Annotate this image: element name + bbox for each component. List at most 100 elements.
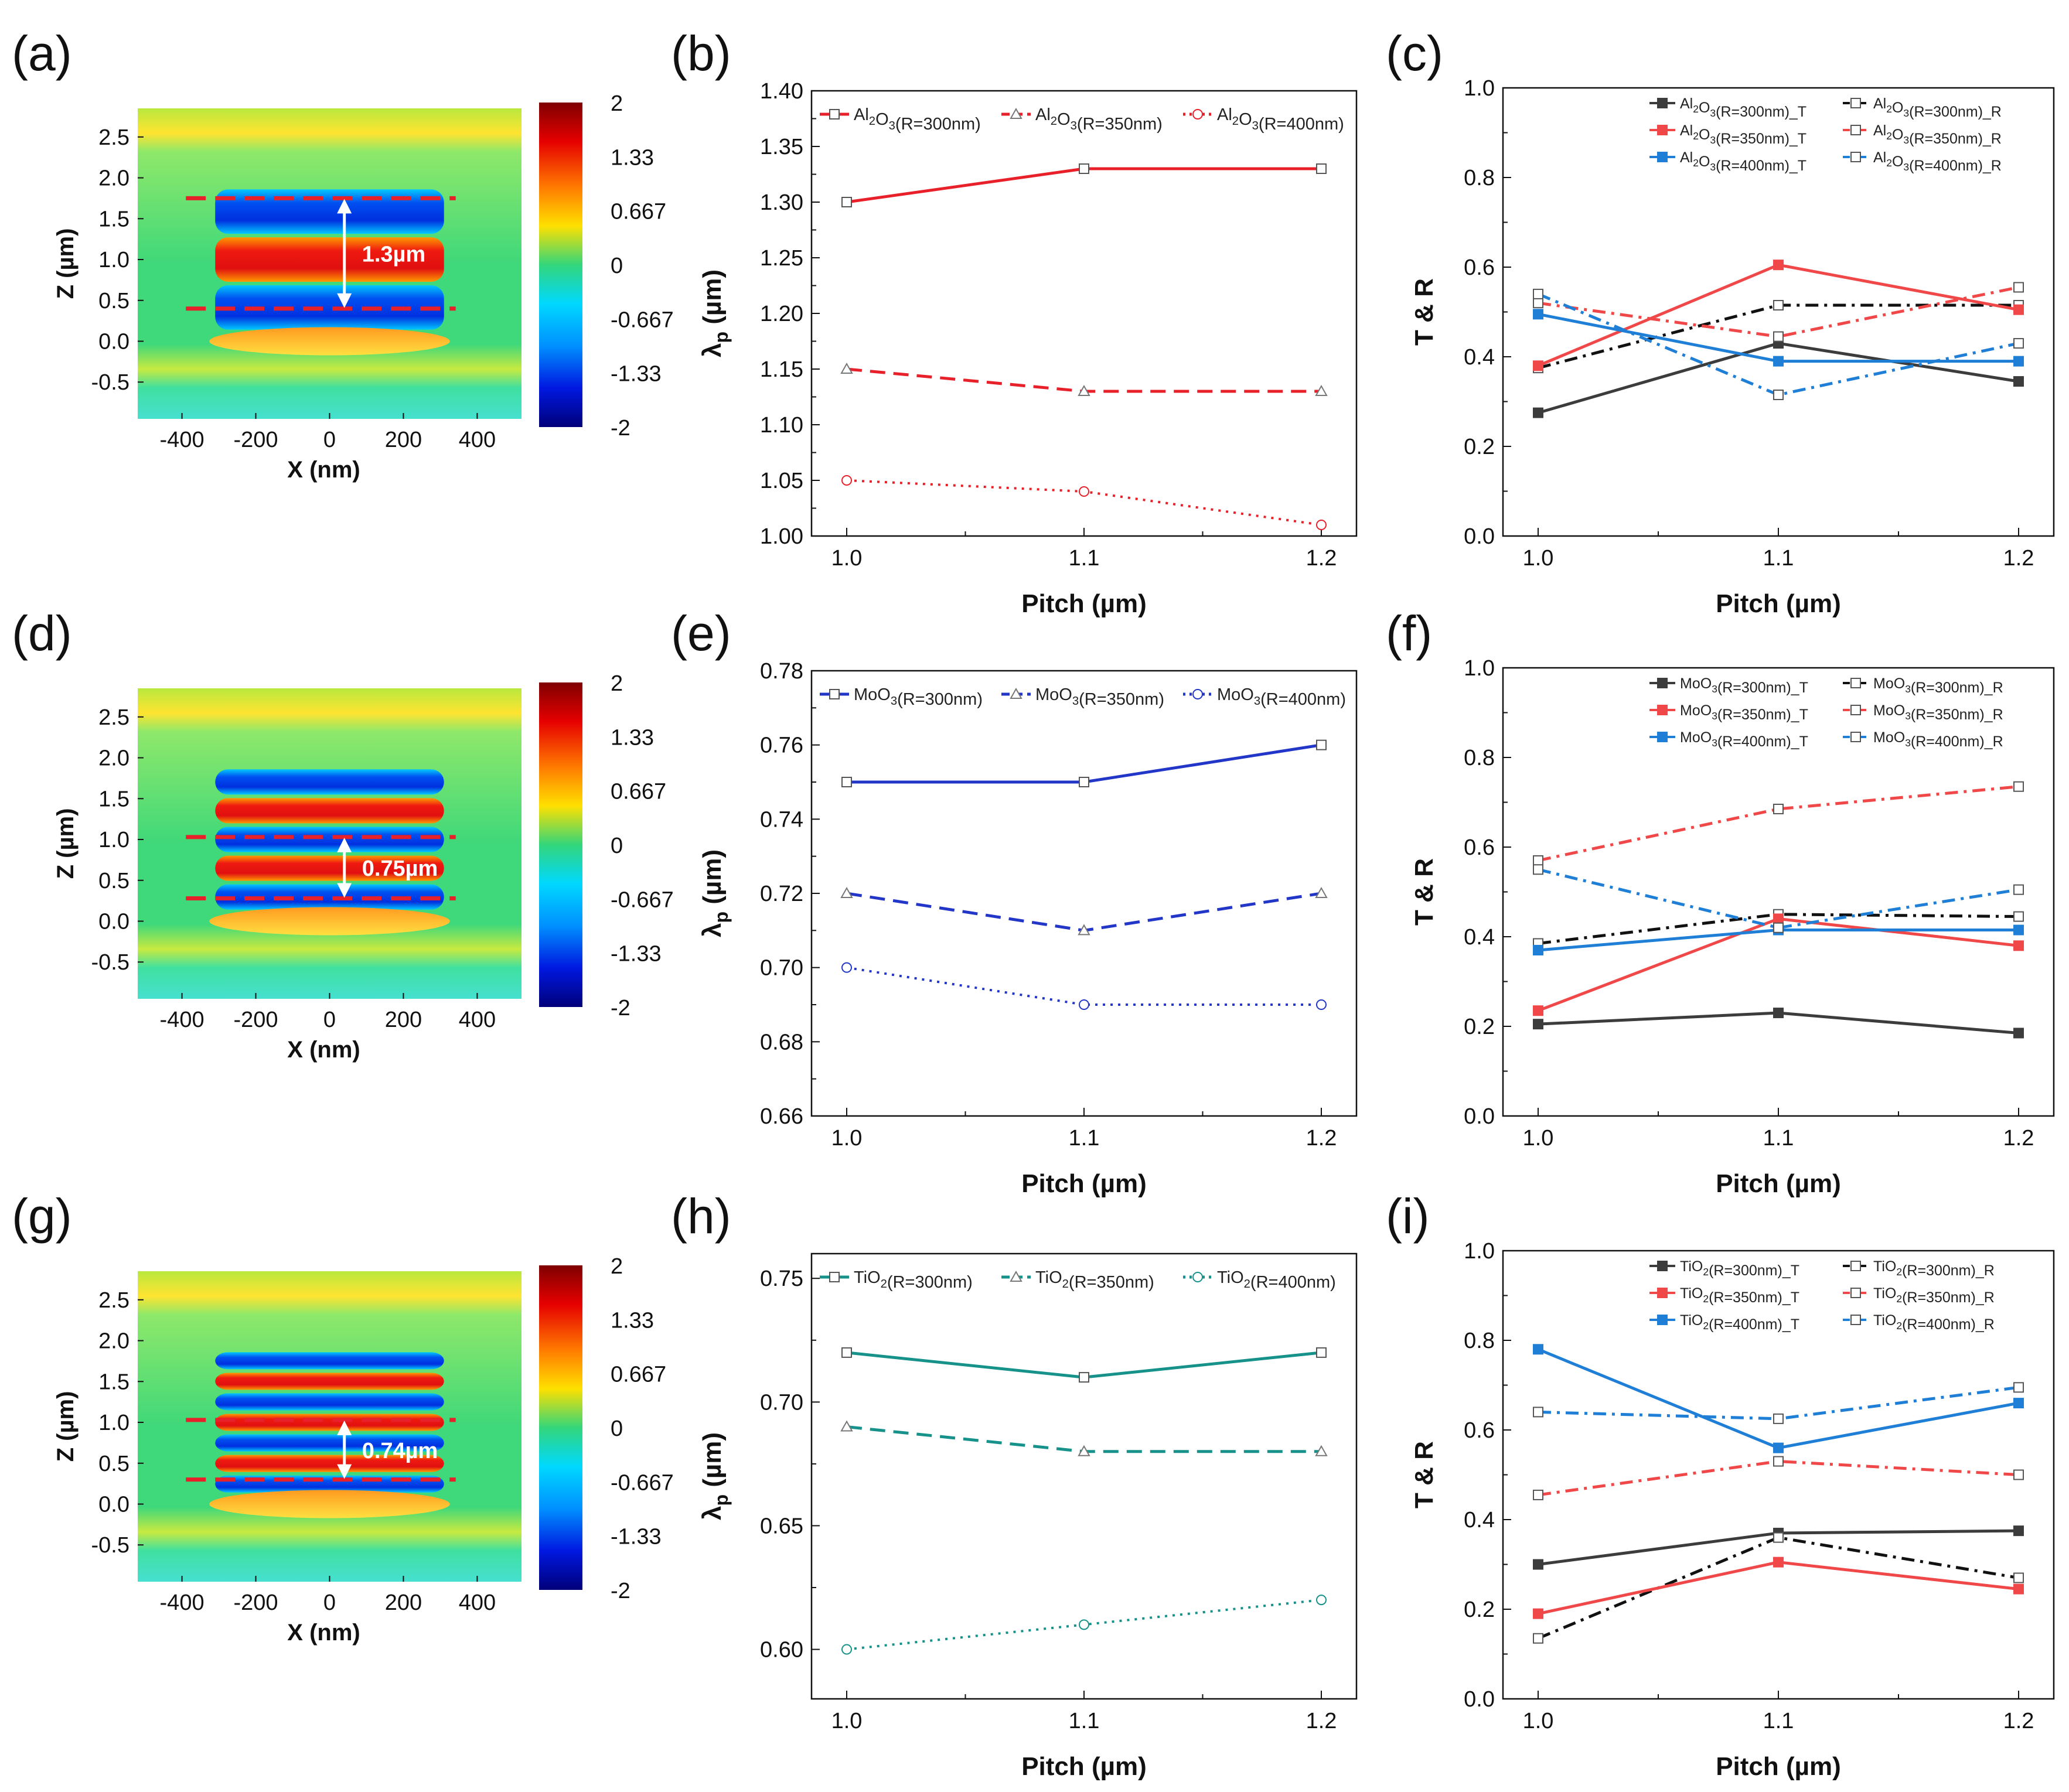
legend-item: Al2O3(R=300nm) (820, 105, 981, 134)
field-y-axis-label: Z (µm) (53, 228, 79, 299)
data-point (1773, 803, 1784, 814)
field-y-tick-label: 0.0 (98, 330, 129, 354)
field-y-tick-label: 0.0 (98, 1493, 129, 1517)
y-tick-label: 1.40 (760, 79, 803, 104)
field-x-tick-label: -200 (234, 1590, 278, 1615)
data-point (841, 962, 852, 973)
panel-letter: (i) (1386, 1189, 1430, 1244)
legend-marker (1850, 98, 1861, 108)
y-axis-label: λp (µm) (698, 269, 732, 357)
data-point (1316, 999, 1327, 1010)
field-x-tick-label: -400 (160, 1008, 204, 1032)
data-point (1773, 1532, 1784, 1543)
legend-marker (1657, 732, 1668, 742)
panel-letter: (h) (671, 1189, 731, 1244)
x-tick-label: 1.0 (1523, 1126, 1554, 1151)
y-tick-label: 1.0 (1464, 76, 1495, 101)
panel-letter: (d) (12, 606, 72, 661)
data-point (2013, 1382, 2024, 1393)
legend-item: Al2O3(R=400nm)_R (1843, 149, 2002, 174)
field-band-positive (215, 237, 444, 282)
legend-label: Al2O3(R=400nm) (1217, 105, 1344, 134)
legend-label: MoO3(R=300nm) (854, 685, 983, 709)
y-tick-label: 0.72 (760, 882, 803, 906)
x-tick-label: 1.0 (831, 1126, 863, 1151)
field-x-axis-label: X (nm) (287, 457, 360, 483)
data-point (1316, 520, 1327, 530)
colorbar-tick-label: 2 (611, 91, 623, 116)
data-point (840, 1420, 853, 1432)
series-line (1538, 785, 2019, 862)
field-band-negative (215, 285, 444, 330)
legend-label: MoO3(R=350nm)_T (1680, 702, 1808, 723)
legend-item: Al2O3(R=300nm)_T (1649, 95, 1806, 120)
series-4 (1533, 1344, 2024, 1453)
data-point (2013, 1028, 2024, 1039)
y-tick-label: 0.0 (1464, 524, 1495, 549)
y-axis-label: T & R (1410, 1441, 1439, 1508)
field-x-tick-label: 0 (323, 428, 336, 452)
data-point (1533, 864, 1543, 875)
data-point (1533, 944, 1543, 955)
colorbar-tick-label: -1.33 (611, 362, 662, 387)
x-tick-label: 1.2 (1306, 546, 1337, 571)
field-x-tick-label: -400 (160, 1590, 204, 1615)
field-band-positive (215, 855, 444, 881)
data-point (2013, 1398, 2024, 1409)
legend-marker (1850, 152, 1861, 162)
field-y-tick-label: -0.5 (91, 370, 129, 395)
colorbar (539, 1265, 582, 1590)
legend-label: MoO3(R=400nm)_T (1680, 729, 1808, 750)
legend-label: TiO2(R=300nm)_R (1873, 1258, 1995, 1279)
data-point (1316, 1595, 1327, 1606)
legend-marker (1657, 705, 1668, 715)
series-1 (840, 1420, 1328, 1456)
plot-frame (1502, 1250, 2055, 1700)
legend-label: TiO2(R=350nm)_R (1873, 1285, 1995, 1306)
legend-item: TiO2(R=300nm)_T (1649, 1258, 1799, 1279)
field-period-label: 0.75µm (362, 856, 438, 881)
field-x-axis-label: X (nm) (287, 1620, 360, 1646)
legend-item: MoO3(R=400nm) (1183, 685, 1346, 709)
data-point (1078, 384, 1090, 396)
field-base-cap (209, 327, 450, 356)
data-point (1533, 360, 1543, 371)
field-x-tick-label: 200 (385, 1008, 422, 1032)
x-axis-label: Pitch (µm) (1021, 1752, 1147, 1781)
field-x-tick-label: 400 (459, 1590, 496, 1615)
field-x-tick-label: -200 (234, 1008, 278, 1032)
y-tick-label: 1.20 (760, 302, 803, 326)
field-period-label: 0.74µm (362, 1439, 438, 1463)
field-x-tick-label: 0 (323, 1590, 336, 1615)
x-tick-label: 1.2 (2003, 1126, 2034, 1151)
legend-item: TiO2(R=350nm) (1001, 1268, 1154, 1292)
field-band-negative (215, 769, 444, 795)
series-line (846, 966, 1321, 1006)
field-band-negative (215, 1352, 444, 1370)
legend-item: MoO3(R=300nm) (820, 685, 983, 709)
colorbar-tick-label: 0.667 (611, 1363, 666, 1387)
data-point (2013, 376, 2024, 387)
x-tick-label: 1.2 (2003, 1709, 2034, 1733)
legend-marker (1657, 1261, 1668, 1271)
y-tick-label: 0.6 (1464, 255, 1495, 280)
series-line (1538, 285, 2019, 339)
legend-marker (829, 1272, 840, 1282)
series-3 (1533, 781, 2024, 866)
series-2 (1533, 260, 2024, 371)
series-0 (841, 163, 1327, 207)
data-point (841, 777, 852, 787)
data-point (841, 1347, 852, 1358)
field-y-tick-label: 0.5 (98, 1452, 129, 1476)
data-point (840, 362, 853, 374)
field-band-negative (215, 1434, 444, 1452)
field-y-tick-label: 2.0 (98, 746, 129, 771)
data-point (841, 1644, 852, 1655)
colorbar-tick-label: -0.667 (611, 308, 674, 332)
legend-label: Al2O3(R=350nm)_R (1873, 122, 2002, 147)
legend-label: Al2O3(R=400nm)_T (1680, 149, 1806, 174)
series-0 (1533, 1008, 2024, 1039)
series-2 (841, 1595, 1327, 1655)
x-tick-label: 1.0 (831, 546, 863, 571)
